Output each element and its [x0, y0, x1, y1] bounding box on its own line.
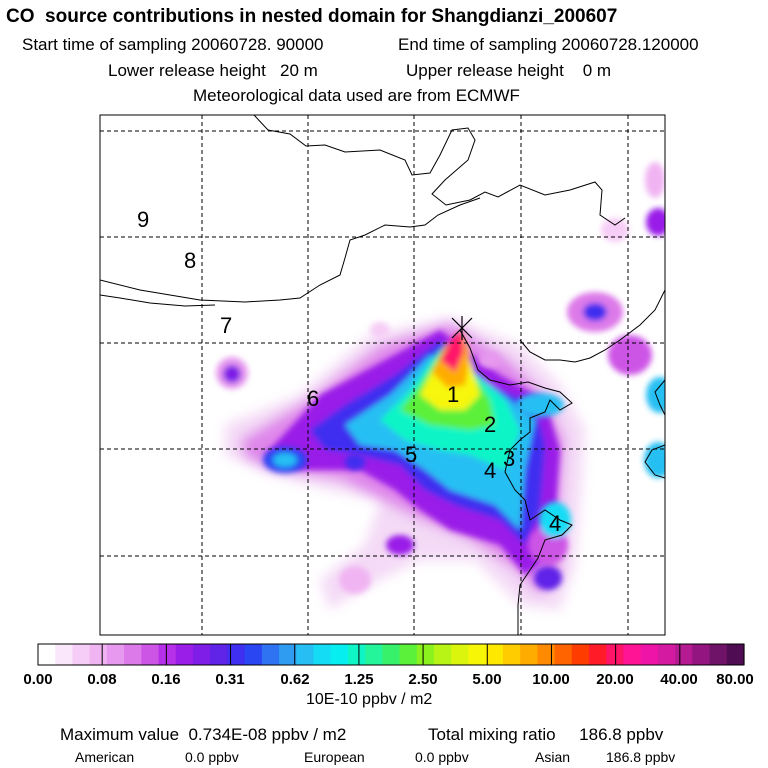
- lower-release-height-label: Lower release height 20 m: [108, 61, 318, 80]
- receptor-marker: [451, 316, 473, 340]
- map-frame: [99, 114, 666, 636]
- colorbar-swatch: [210, 644, 229, 665]
- colorbar-swatch: [468, 644, 487, 665]
- colorbar-swatch: [589, 644, 607, 665]
- region-number: 4: [484, 458, 496, 483]
- colorbar-swatch: [55, 644, 74, 665]
- region-number: 7: [220, 313, 232, 338]
- colorbar-swatch: [416, 644, 435, 665]
- region-number: 5: [405, 442, 417, 467]
- colorbar-swatch: [347, 644, 366, 665]
- colorbar-swatch: [106, 644, 125, 665]
- colorbar-tick-label: 1.25: [344, 671, 374, 688]
- colorbar-swatch: [296, 644, 315, 665]
- colorbar-swatch: [554, 644, 573, 665]
- colorbar-swatch: [485, 644, 504, 665]
- max-value-label: Maximum value 0.734E-08 ppbv / m2: [60, 725, 347, 744]
- colorbar-swatch: [726, 644, 745, 665]
- colorbar-swatch: [502, 644, 521, 665]
- colorbar-swatch: [244, 644, 263, 665]
- colorbar-swatch: [537, 644, 556, 665]
- colorbar-tick-label: 0.31: [215, 671, 245, 688]
- colorbar-swatch: [675, 644, 693, 665]
- american-value: 0.0 ppbv: [185, 749, 239, 765]
- colorbar-swatch: [623, 644, 642, 665]
- colorbar-ticks: [101, 644, 681, 665]
- european-label: European: [304, 749, 365, 765]
- colorbar-swatch: [141, 644, 160, 665]
- region-number: 4: [549, 511, 561, 536]
- colorbar-tick-label: 0.16: [151, 671, 181, 688]
- colorbar-swatch: [313, 644, 332, 665]
- grid-lines: [100, 115, 665, 635]
- boundary-lines: [100, 115, 665, 635]
- start-time-label: Start time of sampling 20060728. 90000: [22, 35, 324, 54]
- colorbar-swatch: [382, 644, 401, 665]
- colorbar-tick-label: 5.00: [472, 671, 502, 688]
- region-number: 2: [484, 412, 496, 437]
- region-number: 8: [184, 248, 196, 273]
- colorbar-swatch: [330, 644, 349, 665]
- colorbar-tick-label: 0.08: [87, 671, 117, 688]
- total-mixing-label: Total mixing ratio 186.8 ppbv: [428, 725, 664, 744]
- colorbar-swatch: [124, 644, 142, 665]
- colorbar-swatch: [261, 644, 280, 665]
- field-red: [440, 330, 464, 372]
- region-number: 6: [307, 386, 319, 411]
- colorbar-frame: [37, 643, 745, 666]
- region-number: 1: [447, 382, 459, 407]
- asian-value: 186.8 ppbv: [606, 749, 676, 765]
- colorbar-swatch: [89, 644, 108, 665]
- colorbar-unit-label: 10E-10 ppbv / m2: [306, 691, 433, 708]
- colorbar-swatch: [451, 644, 470, 665]
- european-value: 0.0 ppbv: [415, 749, 469, 765]
- map-title: CO source contributions in nested domain…: [6, 6, 618, 27]
- concentration-field: [100, 115, 665, 635]
- colorbar-tick-label: 20.00: [596, 671, 634, 688]
- colorbar-swatch: [279, 644, 297, 665]
- colorbar-swatch: [692, 644, 711, 665]
- met-data-label: Meteorological data used are from ECMWF: [193, 86, 520, 105]
- colorbar-swatch: [657, 644, 676, 665]
- asian-label: Asian: [535, 749, 571, 765]
- colorbar-swatch: [434, 644, 452, 665]
- colorbar-swatch: [571, 644, 590, 665]
- colorbar-swatch: [38, 644, 56, 665]
- colorbar-swatch: [192, 644, 211, 665]
- end-time-label: End time of sampling 20060728.120000: [398, 35, 699, 54]
- colorbar-tick-label: 10.00: [532, 671, 570, 688]
- colorbar-tick-label: 80.00: [716, 671, 754, 688]
- region-number: 9: [137, 207, 149, 232]
- colorbar-swatch: [709, 644, 728, 665]
- colorbar-tick-label: 0.00: [23, 671, 53, 688]
- colorbar-swatch: [72, 644, 91, 665]
- colorbar-swatch: [640, 644, 659, 665]
- colorbar-swatch: [365, 644, 383, 665]
- colorbar-tick-label: 40.00: [660, 671, 698, 688]
- field-blobs: [216, 162, 665, 594]
- colorbar: [38, 644, 745, 665]
- colorbar-tick-label: 2.50: [408, 671, 438, 688]
- american-label: American: [75, 749, 135, 765]
- colorbar-swatch: [158, 644, 177, 665]
- colorbar-swatch: [227, 644, 246, 665]
- region-numbers: 1 2 3 4 5 6 7 8 9 4: [137, 207, 561, 536]
- upper-release-height-label: Upper release height 0 m: [406, 61, 612, 80]
- colorbar-swatch: [399, 644, 418, 665]
- region-number: 3: [503, 446, 515, 471]
- colorbar-swatch: [175, 644, 194, 665]
- colorbar-swatch: [520, 644, 538, 665]
- colorbar-tick-label: 0.62: [280, 671, 310, 688]
